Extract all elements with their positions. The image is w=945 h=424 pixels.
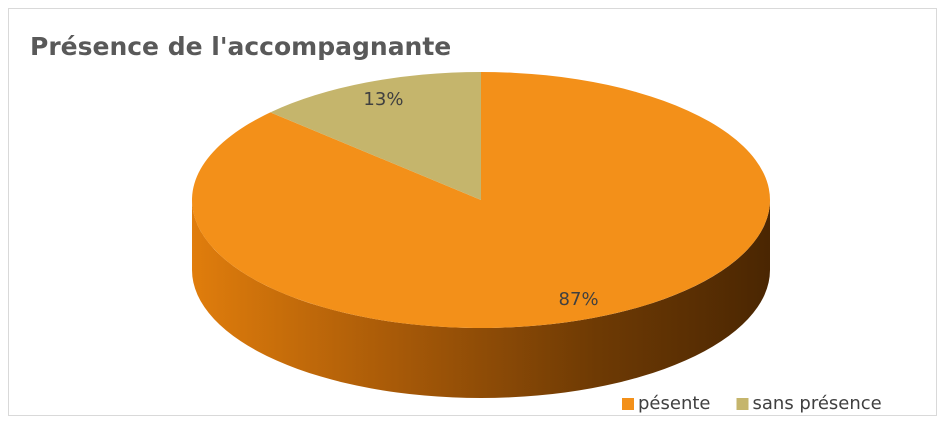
legend-swatch xyxy=(622,398,634,410)
pie-side xyxy=(192,200,770,398)
data-label: 13% xyxy=(363,89,403,110)
pie-slice xyxy=(191,72,771,328)
pie-slice xyxy=(270,72,481,200)
legend-swatch xyxy=(736,398,749,410)
legend-label: sans présence xyxy=(753,393,882,414)
legend-label: pésente xyxy=(638,393,711,414)
chart-title: Présence de l'accompagnante xyxy=(30,32,451,61)
data-label: 87% xyxy=(559,289,599,310)
